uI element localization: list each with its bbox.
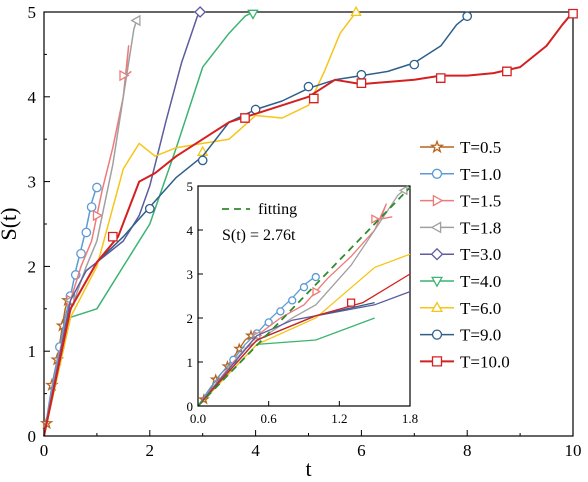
inset-series-8-point-0 [346, 298, 356, 307]
inset-series-line-8 [197, 273, 411, 407]
legend-label-2: T=1.5 [460, 192, 501, 211]
series-7-point-3 [303, 81, 314, 92]
legend-marker-4 [430, 247, 444, 261]
main-series-group [39, 5, 578, 437]
inset-series-2-point-1 [312, 286, 322, 297]
series-1-point-4 [81, 227, 92, 238]
y-axis-label: S(t) [0, 208, 21, 241]
inset-series-1-point-3 [276, 307, 285, 316]
legend-label-5: T=4.0 [460, 272, 501, 291]
series-8-point-0 [107, 231, 118, 242]
y-tick-label-0: 0 [28, 427, 37, 446]
legend-label-4: T=3.0 [460, 245, 501, 264]
inset-x-tick-label-2: 1.2 [331, 411, 347, 426]
legend-marker-1 [431, 168, 443, 179]
inset-y-tick-label-0: 0 [187, 399, 194, 414]
inset-series-2-point-2 [371, 214, 381, 224]
inset-series-line-4 [197, 290, 411, 407]
series-6-point-1 [350, 5, 362, 17]
legend-label-8: T=10.0 [460, 352, 510, 371]
series-line-7 [43, 15, 468, 437]
series-8-point-6 [568, 8, 578, 19]
inset-series-1-point-6 [311, 272, 320, 282]
legend-marker-0 [429, 139, 445, 154]
series-7-point-0 [144, 203, 155, 214]
series-4-point-0 [194, 6, 207, 18]
x-tick-label-1: 2 [146, 441, 155, 460]
series-8-point-3 [356, 78, 367, 89]
legend-marker-8 [431, 356, 443, 367]
series-3-point-1 [130, 14, 141, 27]
x-tick-label-0: 0 [40, 441, 49, 460]
inset-x-ticks: 0.0 0.6 1.2 1.8 [190, 401, 418, 426]
series-7-point-5 [409, 59, 420, 70]
inset-y-tick-label-3: 3 [187, 267, 194, 282]
inset-x-tick-label-1: 0.6 [261, 411, 278, 426]
inset-x-tick-label-0: 0.0 [190, 411, 206, 426]
legend-label-3: T=1.8 [460, 218, 501, 237]
legend-label-7: T=9.0 [460, 326, 501, 345]
y-tick-label-2: 2 [28, 257, 37, 276]
main-y-ticks: 0 1 2 3 4 5 [28, 3, 50, 446]
x-tick-label-5: 10 [565, 441, 582, 460]
inset-series-group [197, 185, 411, 407]
inset-y-ticks: 0 1 2 3 4 5 [187, 179, 203, 414]
series-7-point-1 [197, 155, 208, 166]
series-line-4 [43, 11, 204, 437]
legend-label-0: T=0.5 [460, 138, 501, 157]
legend-marker-2 [432, 194, 444, 207]
inset-fit-line [197, 186, 411, 407]
inset-series-1-point-4 [288, 296, 297, 305]
series-1-point-5 [86, 202, 97, 212]
series-2-point-1 [92, 209, 104, 222]
series-1-point-6 [92, 182, 102, 193]
legend-label-6: T=6.0 [460, 299, 501, 318]
x-tick-label-2: 4 [251, 441, 260, 460]
series-2-point-2 [119, 69, 130, 82]
inset-series-line-6 [197, 253, 411, 407]
y-tick-label-4: 4 [28, 88, 37, 107]
series-line-6 [43, 11, 357, 437]
series-1-point-3 [76, 248, 86, 259]
inset-y-tick-label-4: 4 [187, 223, 194, 238]
x-tick-label-4: 8 [463, 441, 472, 460]
legend: T=0.5 T=1.0 T=1.5 T=1.8 T=3.0 T=4.0 T=6.0 T=9.0… [420, 138, 510, 371]
inset-series-1-point-5 [299, 283, 309, 292]
series-8-point-1 [240, 113, 250, 123]
series-7-point-4 [356, 69, 367, 80]
inset-y-tick-label-1: 1 [187, 355, 194, 370]
inset-fit-equation: S(t) = 2.76t [222, 227, 296, 244]
legend-label-1: T=1.0 [460, 165, 501, 184]
y-tick-label-1: 1 [28, 342, 37, 361]
inset-plot: 0.0 0.6 1.2 1.8 0 1 2 3 4 5 fitting S(t) = 2.76t [187, 179, 419, 426]
legend-marker-7 [431, 329, 443, 340]
main-x-ticks: 0 2 4 6 8 10 [40, 430, 582, 460]
series-line-5 [43, 11, 254, 437]
inset-x-tick-label-3: 1.8 [402, 411, 418, 426]
x-tick-label-3: 6 [357, 441, 366, 460]
legend-marker-3 [430, 221, 442, 234]
y-tick-label-3: 3 [28, 173, 37, 192]
series-7-point-6 [462, 11, 473, 22]
series-8-point-2 [308, 93, 319, 104]
x-axis-label: t [305, 456, 311, 481]
series-5-point-0 [247, 9, 259, 20]
legend-marker-5 [430, 276, 444, 288]
inset-y-tick-label-5: 5 [187, 179, 194, 194]
inset-series-1-point-2 [264, 318, 273, 327]
series-8-point-5 [502, 66, 512, 77]
y-tick-label-5: 5 [28, 3, 37, 22]
series-8-point-4 [435, 73, 446, 83]
legend-marker-6 [430, 301, 444, 313]
inset-y-tick-label-2: 2 [187, 311, 194, 326]
inset-fit-label: fitting [258, 201, 297, 218]
